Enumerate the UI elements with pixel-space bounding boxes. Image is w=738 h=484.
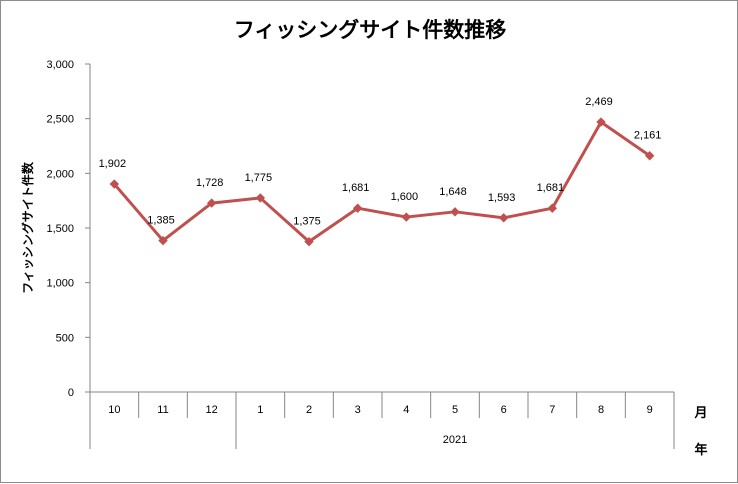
data-label: 1,600: [391, 191, 419, 203]
x-tick-label: 10: [108, 404, 120, 416]
data-label: 1,681: [342, 182, 370, 194]
data-point-marker: [498, 213, 509, 223]
y-tick-label: 0: [68, 387, 74, 399]
data-point-marker: [596, 117, 606, 127]
y-tick-label: 500: [56, 332, 74, 344]
data-label: 1,728: [196, 177, 224, 189]
data-label: 2,161: [634, 130, 662, 142]
data-label: 1,681: [537, 182, 565, 194]
y-tick-label: 3,000: [46, 59, 74, 71]
data-point-marker: [304, 236, 314, 247]
data-label: 2,469: [585, 96, 613, 108]
x-unit-month: 月: [693, 406, 707, 421]
series-line-path: [113, 120, 651, 244]
x-unit-year: 年: [694, 442, 707, 458]
data-point-marker: [109, 179, 120, 189]
data-label: 1,648: [439, 186, 467, 198]
x-tick-label: 11: [157, 404, 168, 416]
y-tick-label: 1,000: [46, 278, 74, 290]
x-tick-label: 7: [549, 404, 555, 416]
data-label: 1,775: [245, 172, 273, 184]
data-point-marker: [547, 203, 558, 213]
data-point-marker: [206, 198, 217, 208]
x-tick-label: 2: [306, 404, 312, 416]
data-label: 1,593: [488, 192, 516, 204]
y-tick-labels: 0 500 1,000 1,500 2,000 2,500 3,000: [46, 59, 74, 399]
x-tick-label: 8: [598, 404, 604, 416]
data-point-marker: [352, 203, 363, 213]
y-tick-label: 2,000: [46, 168, 74, 180]
x-tick-label: 5: [452, 404, 458, 416]
x-tick-label: 4: [403, 404, 409, 416]
x-tick-label: 9: [647, 404, 653, 416]
chart-title: フィッシングサイト件数推移: [234, 18, 507, 42]
data-label: 1,375: [293, 216, 321, 228]
x-tick-label: 12: [206, 404, 218, 416]
y-tick-label: 1,500: [46, 223, 74, 235]
x-tick-label: 6: [501, 404, 507, 416]
data-point-marker: [158, 235, 168, 246]
data-point-marker: [401, 212, 412, 222]
data-point-marker: [644, 151, 655, 161]
y-tick-label: 2,500: [46, 114, 74, 126]
data-point-marker: [450, 207, 460, 217]
x-tick-label: 3: [355, 404, 361, 416]
x-tick-label: 1: [257, 404, 263, 416]
data-point-marker: [255, 193, 266, 203]
x-year-label: 2021: [443, 434, 467, 446]
y-axis-label: フィッシングサイト件数: [20, 161, 35, 294]
series-line: [109, 117, 655, 247]
axes: [85, 63, 675, 449]
data-label: 1,902: [99, 158, 127, 170]
data-labels: 1,902 1,385 1,728 1,775 1,375 1,681 1,600 1,648…: [99, 96, 662, 228]
data-label: 1,385: [147, 215, 175, 227]
